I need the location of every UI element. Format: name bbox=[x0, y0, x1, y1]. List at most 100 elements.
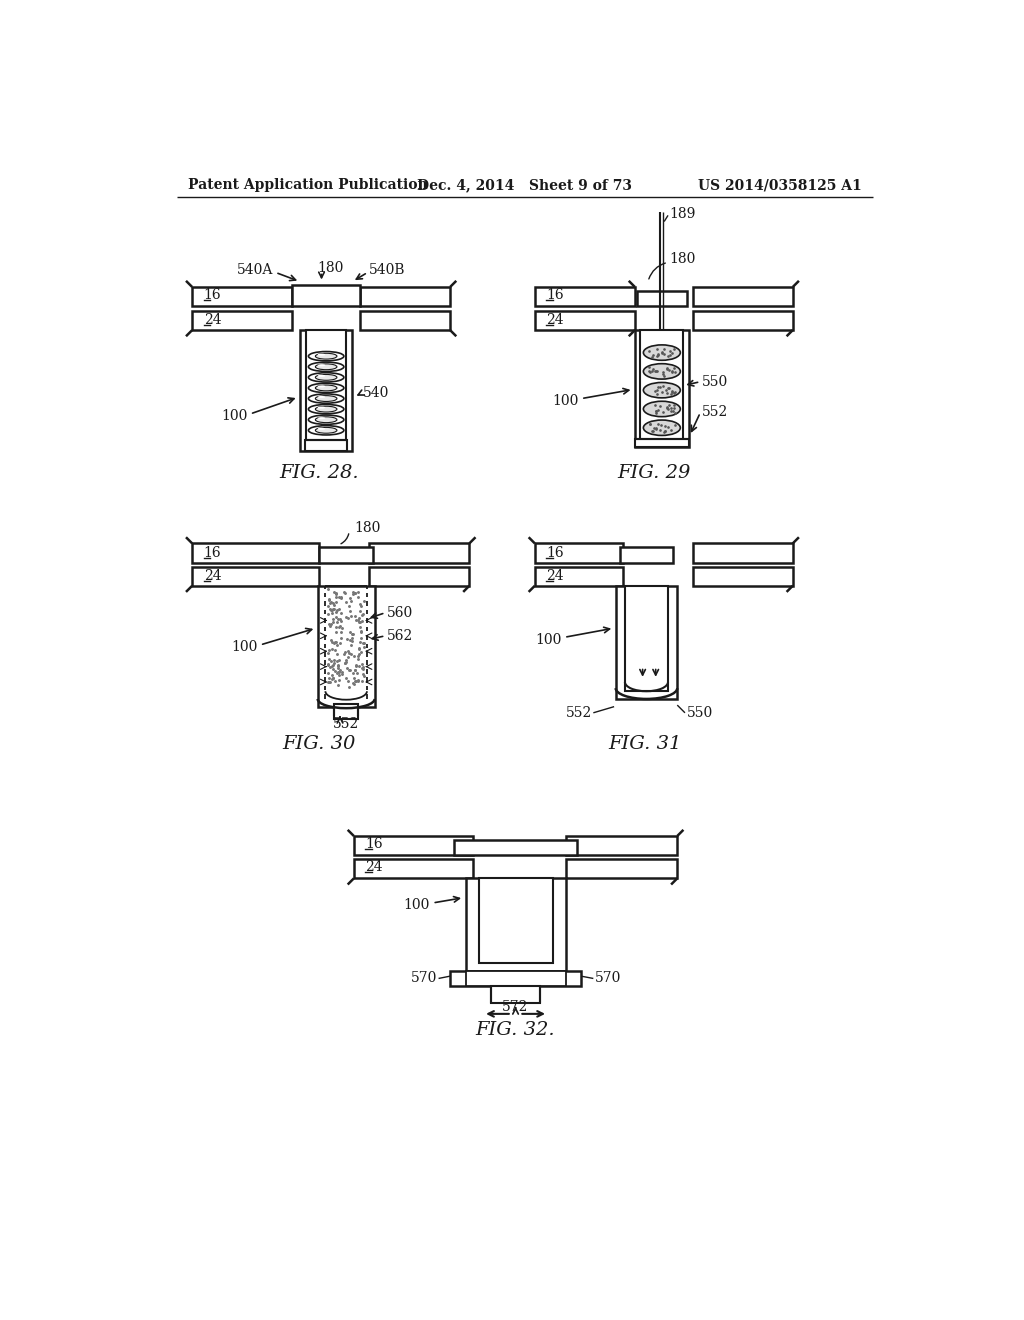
Bar bbox=[193, 312, 292, 330]
Bar bbox=[454, 840, 578, 855]
Text: 189: 189 bbox=[670, 207, 696, 220]
Bar bbox=[354, 859, 473, 878]
Bar bbox=[370, 544, 469, 562]
Ellipse shape bbox=[317, 396, 326, 399]
Text: 16: 16 bbox=[366, 837, 383, 850]
Text: FIG. 29: FIG. 29 bbox=[617, 463, 691, 482]
Bar bbox=[535, 312, 635, 330]
Ellipse shape bbox=[315, 354, 337, 359]
Text: 540A: 540A bbox=[237, 263, 273, 277]
Bar bbox=[193, 286, 292, 306]
Bar bbox=[319, 548, 373, 562]
Bar bbox=[565, 836, 677, 855]
Bar bbox=[692, 312, 793, 330]
Text: 562: 562 bbox=[387, 628, 414, 643]
Bar bbox=[635, 440, 689, 447]
Ellipse shape bbox=[317, 375, 326, 378]
Bar bbox=[292, 285, 360, 306]
Text: 16: 16 bbox=[204, 288, 221, 302]
Bar bbox=[625, 586, 668, 692]
Text: 16: 16 bbox=[547, 288, 564, 302]
Bar bbox=[615, 586, 677, 700]
Ellipse shape bbox=[315, 407, 337, 412]
Ellipse shape bbox=[308, 351, 344, 360]
Ellipse shape bbox=[317, 428, 326, 430]
Ellipse shape bbox=[308, 362, 344, 371]
Bar bbox=[354, 836, 473, 855]
Bar bbox=[635, 330, 689, 447]
Bar bbox=[535, 544, 624, 562]
Text: 24: 24 bbox=[204, 569, 221, 582]
Text: 540B: 540B bbox=[370, 263, 406, 277]
Ellipse shape bbox=[643, 345, 680, 360]
Ellipse shape bbox=[308, 372, 344, 381]
Text: 572: 572 bbox=[503, 1001, 528, 1014]
Text: 100: 100 bbox=[536, 632, 562, 647]
Text: Patent Application Publication: Patent Application Publication bbox=[188, 178, 428, 193]
Bar bbox=[360, 286, 451, 306]
Ellipse shape bbox=[317, 364, 326, 367]
Bar bbox=[193, 566, 319, 586]
Text: 552: 552 bbox=[701, 405, 728, 420]
Ellipse shape bbox=[643, 383, 680, 397]
Text: 180: 180 bbox=[670, 252, 696, 265]
Ellipse shape bbox=[308, 383, 344, 392]
Text: 560: 560 bbox=[387, 606, 414, 619]
Text: 24: 24 bbox=[547, 313, 564, 327]
Ellipse shape bbox=[317, 417, 326, 420]
Ellipse shape bbox=[317, 354, 326, 355]
Text: 100: 100 bbox=[221, 409, 248, 424]
Text: FIG. 28.: FIG. 28. bbox=[280, 463, 359, 482]
Text: 16: 16 bbox=[204, 545, 221, 560]
Text: 100: 100 bbox=[403, 899, 429, 912]
Ellipse shape bbox=[315, 364, 337, 370]
Ellipse shape bbox=[315, 428, 337, 433]
Bar bbox=[490, 986, 541, 1003]
Ellipse shape bbox=[315, 417, 337, 422]
Text: 570: 570 bbox=[595, 972, 622, 986]
Bar bbox=[370, 566, 469, 586]
Ellipse shape bbox=[643, 364, 680, 379]
Text: 100: 100 bbox=[231, 640, 258, 655]
Text: FIG. 30: FIG. 30 bbox=[283, 735, 356, 752]
Bar bbox=[565, 859, 677, 878]
Text: US 2014/0358125 A1: US 2014/0358125 A1 bbox=[698, 178, 862, 193]
Ellipse shape bbox=[308, 404, 344, 413]
Bar bbox=[620, 548, 674, 562]
Text: 24: 24 bbox=[366, 859, 383, 874]
Text: 16: 16 bbox=[547, 545, 564, 560]
Bar bbox=[637, 290, 686, 306]
Text: 180: 180 bbox=[354, 521, 380, 535]
Bar bbox=[306, 330, 346, 445]
Bar bbox=[535, 286, 635, 306]
Bar bbox=[478, 878, 553, 964]
Text: 552: 552 bbox=[566, 706, 593, 719]
Bar bbox=[535, 566, 624, 586]
Bar bbox=[466, 970, 565, 986]
Text: 550: 550 bbox=[686, 706, 713, 719]
Ellipse shape bbox=[317, 407, 326, 409]
Ellipse shape bbox=[315, 375, 337, 380]
Text: 550: 550 bbox=[701, 375, 728, 388]
Ellipse shape bbox=[308, 425, 344, 436]
Text: 180: 180 bbox=[316, 261, 343, 275]
Bar bbox=[692, 286, 793, 306]
Text: 552: 552 bbox=[333, 717, 359, 731]
Bar bbox=[692, 566, 793, 586]
Text: Dec. 4, 2014   Sheet 9 of 73: Dec. 4, 2014 Sheet 9 of 73 bbox=[418, 178, 632, 193]
Ellipse shape bbox=[643, 420, 680, 436]
Text: FIG. 31: FIG. 31 bbox=[608, 735, 682, 752]
Bar bbox=[360, 312, 451, 330]
Bar bbox=[451, 970, 581, 986]
Ellipse shape bbox=[315, 385, 337, 391]
Text: 24: 24 bbox=[547, 569, 564, 582]
Text: 570: 570 bbox=[411, 972, 437, 986]
Ellipse shape bbox=[308, 414, 344, 424]
Bar bbox=[692, 544, 793, 562]
Text: 100: 100 bbox=[552, 393, 579, 408]
Bar bbox=[640, 330, 683, 442]
Bar bbox=[193, 544, 319, 562]
Bar bbox=[466, 878, 565, 970]
Ellipse shape bbox=[315, 396, 337, 401]
Text: 24: 24 bbox=[204, 313, 221, 327]
